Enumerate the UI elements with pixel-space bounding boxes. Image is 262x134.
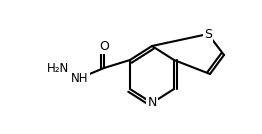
Text: O: O — [99, 40, 109, 53]
Text: S: S — [204, 27, 212, 40]
Text: NH: NH — [71, 72, 89, 85]
Text: H₂N: H₂N — [47, 62, 69, 75]
Text: N: N — [147, 96, 157, 109]
